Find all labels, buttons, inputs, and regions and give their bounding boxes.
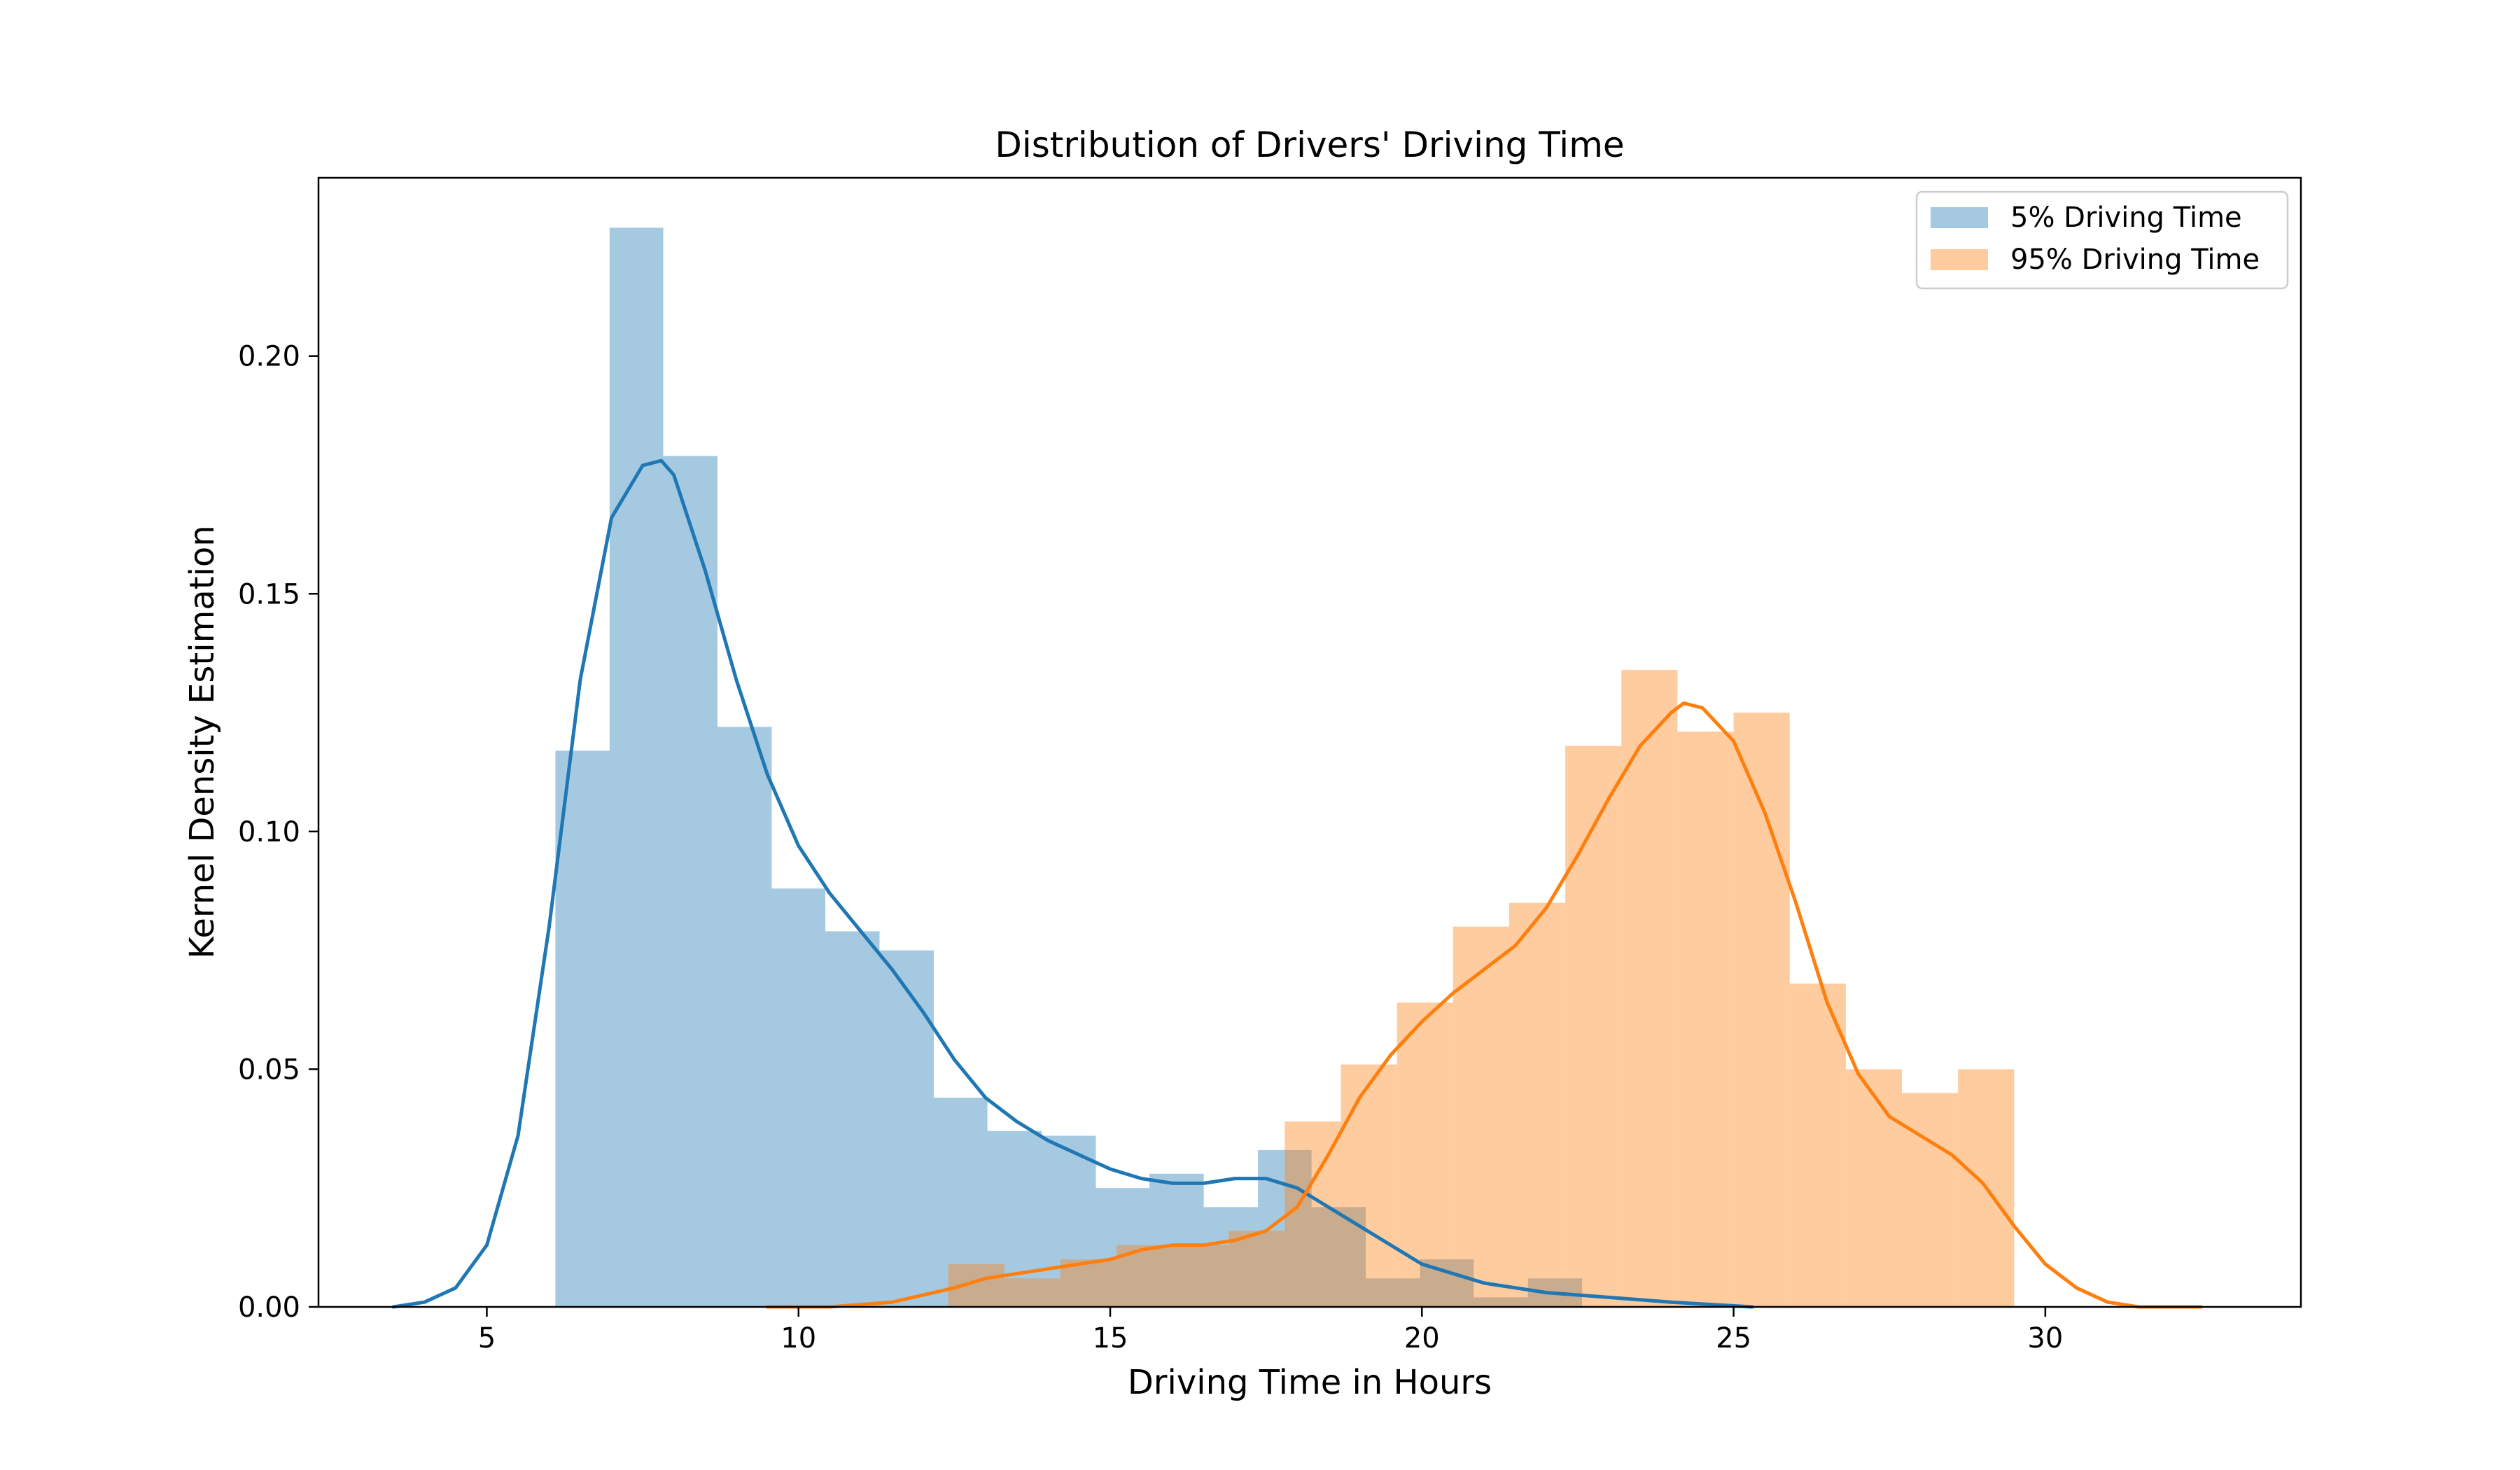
hist-bar-95pct-14 bbox=[1733, 713, 1790, 1307]
y-axis-label: Kernel Density Estimation bbox=[183, 525, 222, 958]
legend-swatch-5pct bbox=[1931, 207, 1988, 228]
hist-bar-5pct-11 bbox=[1149, 1173, 1204, 1307]
x-tick-label: 10 bbox=[780, 1322, 816, 1354]
hist-bar-5pct-7 bbox=[933, 1098, 988, 1307]
hist-bar-5pct-3 bbox=[717, 727, 772, 1307]
y-tick-label: 0.10 bbox=[238, 816, 300, 848]
hist-bar-5pct-12 bbox=[1203, 1207, 1259, 1307]
hist-bar-5pct-0 bbox=[555, 750, 610, 1307]
hist-bar-5pct-15 bbox=[1366, 1278, 1420, 1307]
kde-layer bbox=[391, 458, 2203, 1309]
hist-bar-95pct-15 bbox=[1789, 983, 1846, 1307]
hist-bar-5pct-10 bbox=[1096, 1188, 1150, 1307]
legend-box bbox=[1915, 190, 2289, 290]
y-tick-label: 0.00 bbox=[238, 1292, 300, 1324]
hist-bar-95pct-1 bbox=[1004, 1278, 1060, 1307]
x-tick-label: 30 bbox=[2027, 1322, 2063, 1354]
hist-bar-95pct-11 bbox=[1565, 746, 1622, 1307]
x-tick-label: 15 bbox=[1093, 1322, 1128, 1354]
legend-swatch-95pct bbox=[1931, 249, 1988, 270]
x-tick-label: 20 bbox=[1404, 1322, 1440, 1354]
x-tick-label: 25 bbox=[1716, 1322, 1751, 1354]
hist-bar-95pct-17 bbox=[1902, 1093, 1959, 1307]
hist-bar-5pct-5 bbox=[825, 931, 880, 1307]
hist-bar-5pct-1 bbox=[609, 227, 664, 1308]
y-axis: 0.00 0.05 0.10 0.15 0.20 bbox=[238, 341, 318, 1324]
legend-label-5pct: 5% Driving Time bbox=[2010, 202, 2242, 234]
hist-bar-95pct-7 bbox=[1340, 1064, 1397, 1307]
hist-bar-95pct-5 bbox=[1228, 1231, 1285, 1307]
hist-bar-95pct-9 bbox=[1452, 926, 1509, 1307]
kde-line-5pct bbox=[391, 458, 1754, 1309]
hist-bar-5pct-9 bbox=[1042, 1135, 1096, 1307]
hist-bar-5pct-4 bbox=[771, 888, 826, 1307]
kde-line-95pct bbox=[765, 701, 2203, 1309]
y-tick-label: 0.05 bbox=[238, 1054, 300, 1086]
x-tick-label: 5 bbox=[478, 1322, 496, 1354]
axes-frame bbox=[317, 176, 2302, 1308]
hist-bar-95pct-8 bbox=[1396, 1002, 1453, 1307]
hist-bar-5pct-17 bbox=[1474, 1297, 1528, 1307]
legend: 5% Driving Time 95% Driving Time bbox=[1915, 190, 2289, 290]
hist-bar-5pct-2 bbox=[663, 456, 718, 1307]
hist-bar-95pct-16 bbox=[1845, 1069, 1903, 1307]
hist-bar-5pct-6 bbox=[879, 950, 934, 1307]
legend-label-95pct: 95% Driving Time bbox=[2010, 244, 2260, 276]
hist-bar-95pct-10 bbox=[1508, 902, 1566, 1307]
hist-bar-95pct-13 bbox=[1677, 732, 1734, 1307]
plot-area bbox=[317, 176, 2302, 1309]
chart-title: Distribution of Drivers' Driving Time bbox=[995, 125, 1624, 165]
y-tick-label: 0.20 bbox=[238, 341, 300, 373]
hist-bar-95pct-4 bbox=[1172, 1245, 1229, 1307]
y-tick-label: 0.15 bbox=[238, 578, 300, 610]
hist-bar-95pct-12 bbox=[1621, 669, 1678, 1307]
x-axis-label: Driving Time in Hours bbox=[1128, 1363, 1492, 1402]
x-axis: 5 10 15 20 25 30 bbox=[478, 1307, 2063, 1354]
